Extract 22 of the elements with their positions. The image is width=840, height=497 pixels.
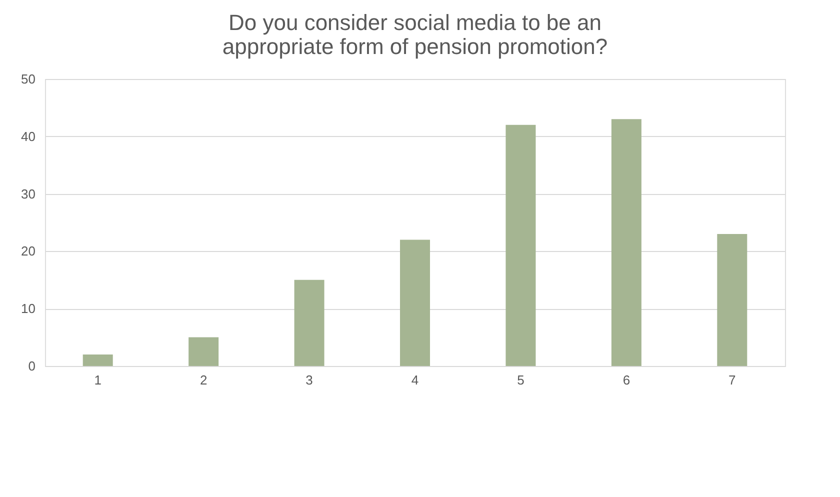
bar	[717, 234, 748, 366]
x-tick-label: 2	[200, 372, 208, 388]
x-tick-label: 3	[306, 372, 313, 388]
bar	[506, 124, 536, 366]
y-tick-label: 40	[21, 128, 36, 144]
text: appropriate form of pension promotion?	[222, 34, 608, 59]
bar	[294, 280, 324, 366]
x-tick-label: 7	[728, 372, 736, 388]
x-tick-label: 4	[411, 372, 419, 388]
x-tick-label: 5	[517, 372, 524, 388]
text: Do you consider social media to be an	[228, 10, 602, 35]
y-tick-label: 0	[28, 358, 36, 374]
y-tick-label: 50	[21, 72, 36, 86]
x-tick-label: 1	[94, 372, 102, 388]
bar	[611, 119, 642, 366]
bar	[188, 337, 219, 366]
bar	[82, 354, 113, 366]
x-tick-label: 6	[622, 372, 630, 388]
bar	[400, 240, 430, 366]
y-tick-label: 20	[21, 244, 36, 259]
y-tick-label: 30	[21, 186, 36, 202]
y-tick-label: 10	[21, 301, 36, 316]
